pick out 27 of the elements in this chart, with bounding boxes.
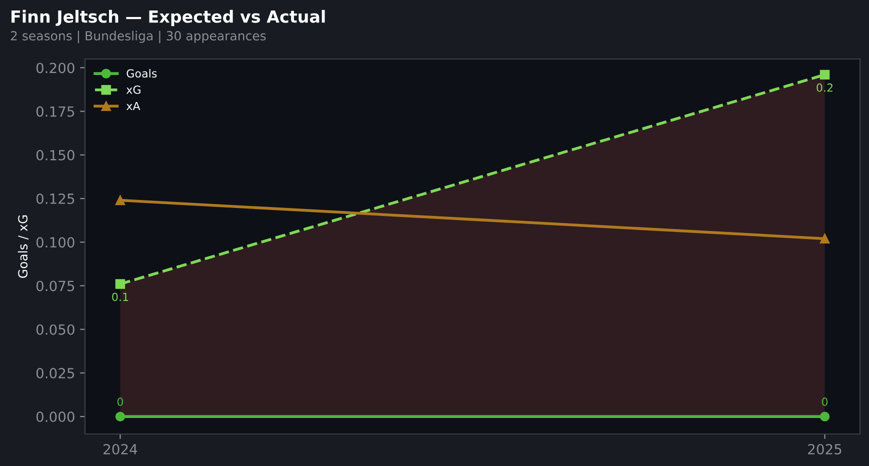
x-tick-label: 2024 [104, 444, 138, 454]
legend-label: Goals [126, 69, 157, 78]
y-tick-label: 0.125 [36, 194, 74, 204]
y-axis-title: Goals / xG [18, 215, 29, 278]
chart-title: Finn Jeltsch — Expected vs Actual [12, 10, 325, 26]
y-tick-label: 0.175 [36, 106, 74, 117]
x-tick-label: 2025 [808, 444, 842, 454]
data-label: 0.2 [816, 83, 832, 92]
data-label: 0 [117, 397, 124, 406]
y-tick-label: 0.075 [36, 280, 74, 292]
data-label: 0 [822, 397, 828, 406]
y-tick-label: 0.025 [36, 368, 74, 378]
point [820, 234, 830, 244]
point [115, 279, 126, 289]
y-tick-label: 0.000 [36, 412, 74, 422]
point [115, 412, 126, 422]
y-tick-label: 0.200 [36, 62, 74, 74]
y-tick-label: 0.150 [36, 150, 74, 160]
point [820, 412, 830, 422]
point [820, 70, 830, 80]
y-tick-label: 0.100 [36, 237, 74, 248]
legend-label: xA [126, 102, 140, 110]
y-tick-label: 0.050 [36, 324, 74, 335]
chart-subtitle: 2 seasons | Bundesliga | 30 appearances [10, 30, 266, 44]
point [115, 195, 126, 206]
data-label: 0.1 [112, 292, 128, 302]
legend-label: xG [126, 86, 140, 94]
